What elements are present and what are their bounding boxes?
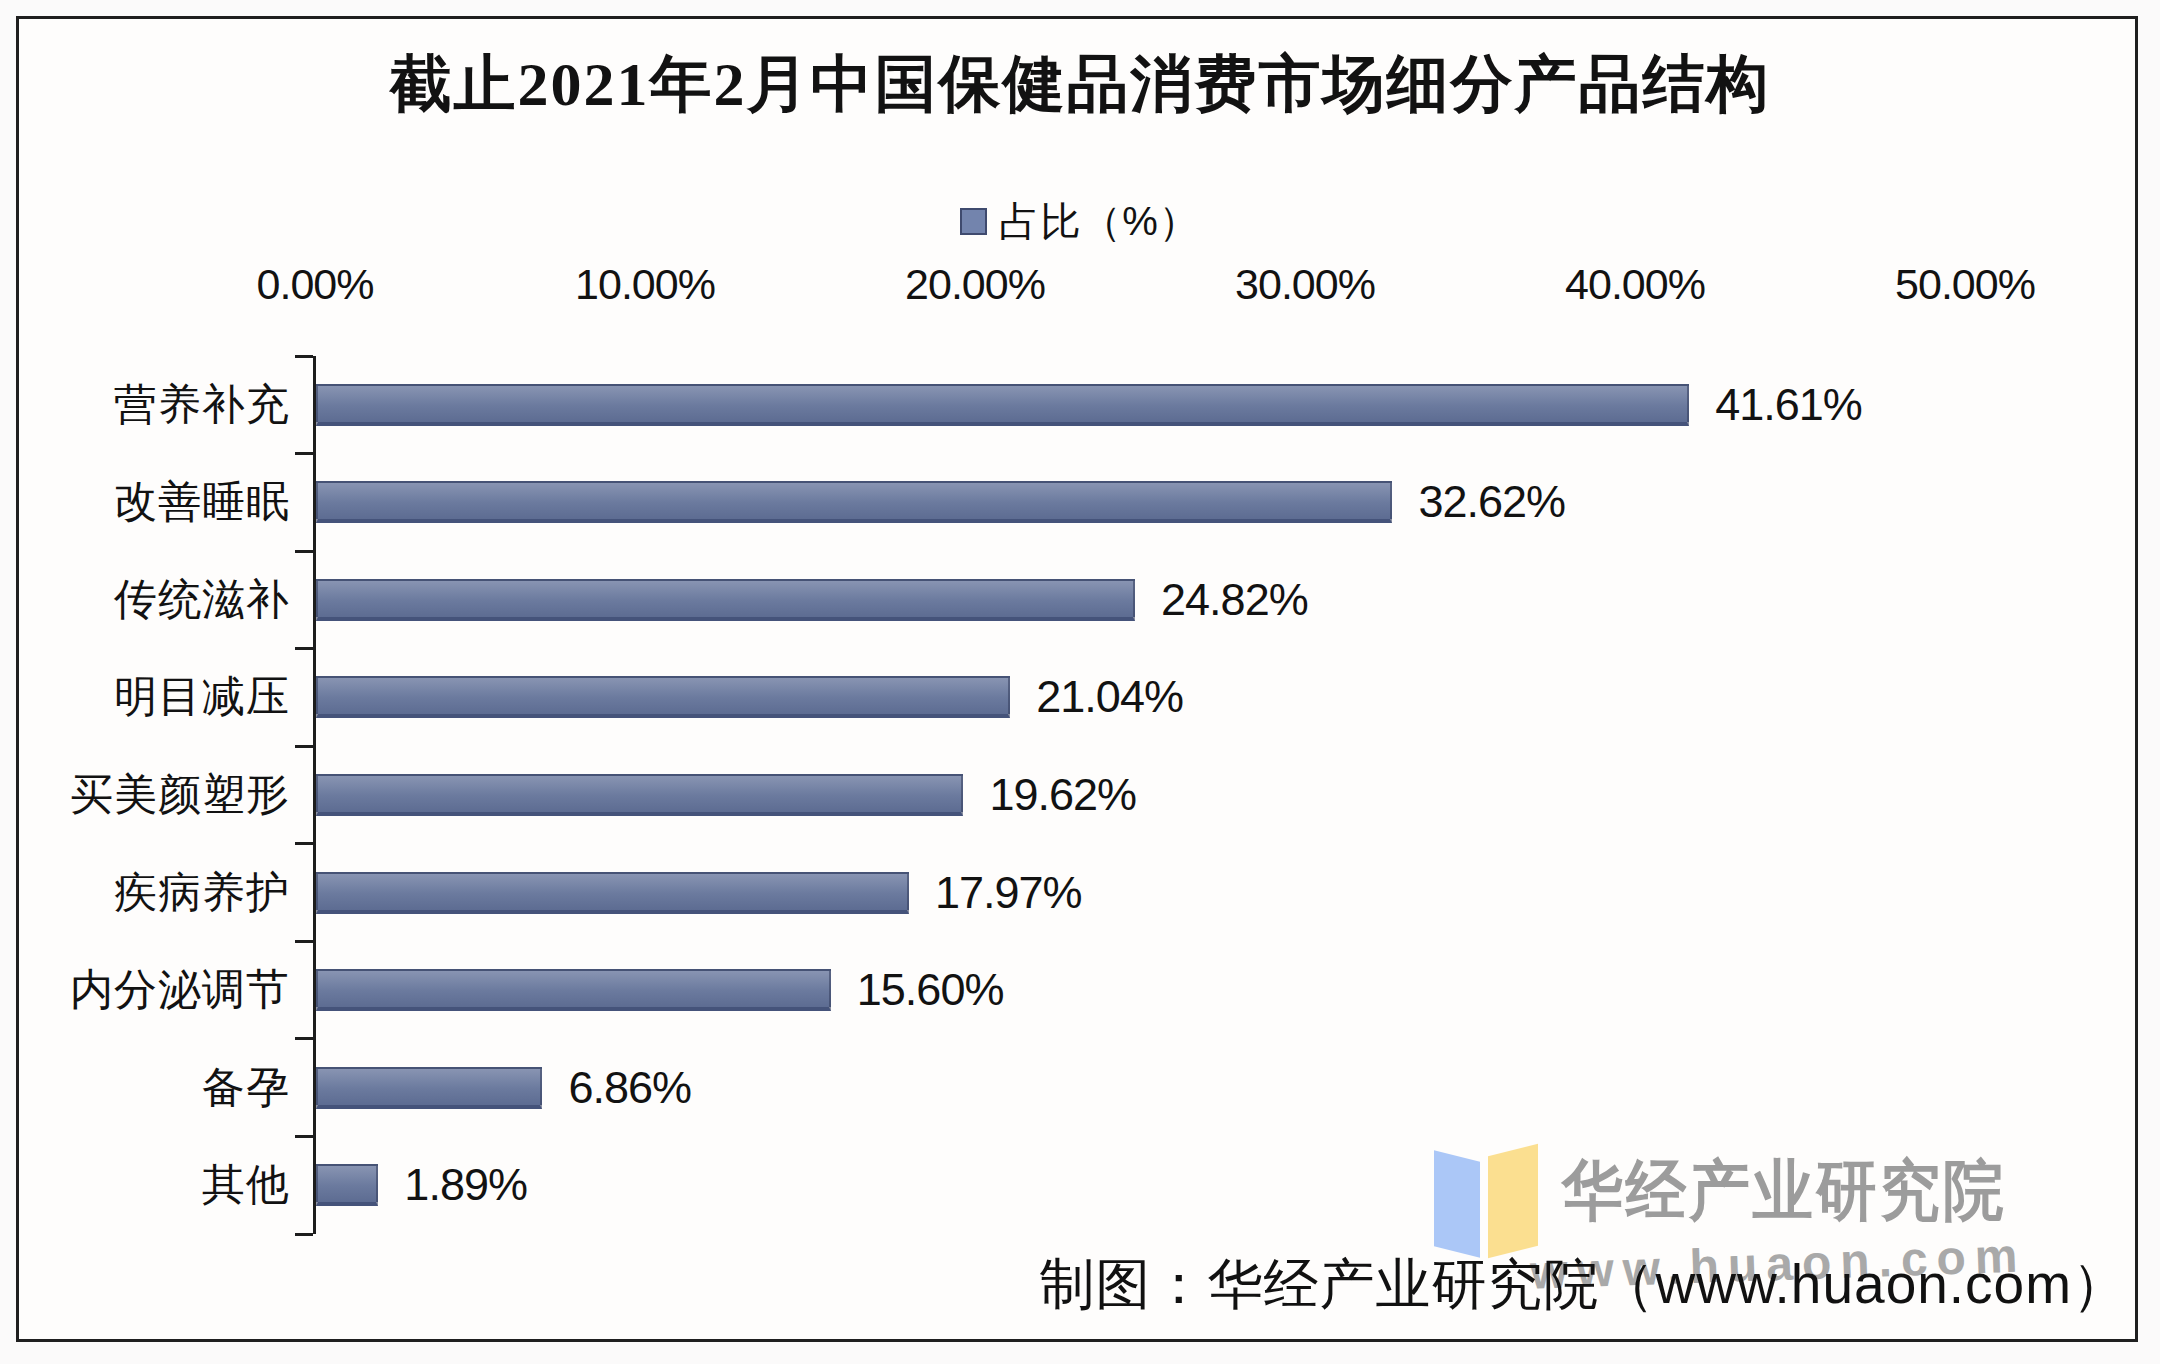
- x-axis-tick-label: 40.00%: [1565, 260, 1705, 309]
- legend: 占比（%）: [0, 194, 2160, 249]
- bar-row: 6.86%: [316, 1039, 1966, 1137]
- bar: [316, 1067, 542, 1109]
- bar-row: 24.82%: [316, 551, 1966, 649]
- y-axis-tick-mark: [295, 1233, 313, 1236]
- bar-row: 21.04%: [316, 649, 1966, 747]
- category-labels: 营养补充改善睡眠传统滋补明目减压买美颜塑形疾病养护内分泌调节备孕其他: [28, 356, 290, 1234]
- chart-title: 截止2021年2月中国保健品消费市场细分产品结构: [0, 42, 2160, 126]
- bar-value-label: 41.61%: [1715, 379, 1862, 431]
- bar-row: 32.62%: [316, 454, 1966, 552]
- category-label: 疾病养护: [28, 844, 290, 942]
- book-left-page: [1434, 1150, 1480, 1257]
- x-axis-tick-label: 10.00%: [575, 260, 715, 309]
- bar-value-label: 6.86%: [568, 1062, 691, 1114]
- plot-area: 41.61% 32.62% 24.82% 21.04% 19.62% 17.97% 15.6…: [316, 356, 1966, 1234]
- bar-value-label: 15.60%: [857, 964, 1004, 1016]
- bar-value-label: 19.62%: [989, 769, 1136, 821]
- bar-row: 41.61%: [316, 356, 1966, 454]
- y-axis-tick-mark: [295, 1135, 313, 1138]
- bar-value-label: 32.62%: [1418, 476, 1565, 528]
- bar-row: 15.60%: [316, 941, 1966, 1039]
- y-axis-tick-mark: [295, 452, 313, 455]
- y-axis-tick-mark: [295, 745, 313, 748]
- bar: [316, 579, 1135, 621]
- x-axis-tick-label: 0.00%: [257, 260, 374, 309]
- bar-value-label: 24.82%: [1161, 574, 1308, 626]
- y-axis-tick-mark: [295, 647, 313, 650]
- category-label: 备孕: [28, 1039, 290, 1137]
- bar: [316, 872, 909, 914]
- category-label: 买美颜塑形: [28, 746, 290, 844]
- bar: [316, 481, 1392, 523]
- bar: [316, 774, 963, 816]
- y-axis-tick-mark: [295, 842, 313, 845]
- legend-swatch-icon: [960, 208, 987, 235]
- legend-label: 占比（%）: [999, 194, 1200, 249]
- category-label: 明目减压: [28, 649, 290, 747]
- bar-value-label: 1.89%: [404, 1159, 527, 1211]
- bar: [316, 384, 1689, 426]
- attribution-text: 制图：华经产业研究院（www.huaon.com）: [1039, 1248, 2128, 1322]
- bar: [316, 1164, 378, 1206]
- x-axis-tick-label: 30.00%: [1235, 260, 1375, 309]
- category-label: 营养补充: [28, 356, 290, 454]
- y-axis-tick-marks: [295, 356, 313, 1234]
- category-label: 改善睡眠: [28, 454, 290, 552]
- watermark-org-name: 华经产业研究院: [1562, 1146, 2006, 1236]
- y-axis-tick-mark: [295, 1037, 313, 1040]
- category-label: 内分泌调节: [28, 941, 290, 1039]
- bar: [316, 676, 1010, 718]
- bar: [316, 969, 831, 1011]
- x-axis-tick-label: 20.00%: [905, 260, 1045, 309]
- y-axis-tick-mark: [295, 355, 313, 358]
- x-axis-tick-label: 50.00%: [1895, 260, 2035, 309]
- y-axis-tick-mark: [295, 550, 313, 553]
- book-right-page: [1488, 1144, 1538, 1258]
- y-axis-tick-mark: [295, 940, 313, 943]
- bar-value-label: 21.04%: [1036, 671, 1183, 723]
- bar-value-label: 17.97%: [935, 867, 1082, 919]
- category-label: 其他: [28, 1137, 290, 1235]
- x-axis-tick-labels: 0.00%10.00%20.00%30.00%40.00%50.00%: [315, 260, 1965, 314]
- category-label: 传统滋补: [28, 551, 290, 649]
- bar-row: 17.97%: [316, 844, 1966, 942]
- bar-row: 19.62%: [316, 746, 1966, 844]
